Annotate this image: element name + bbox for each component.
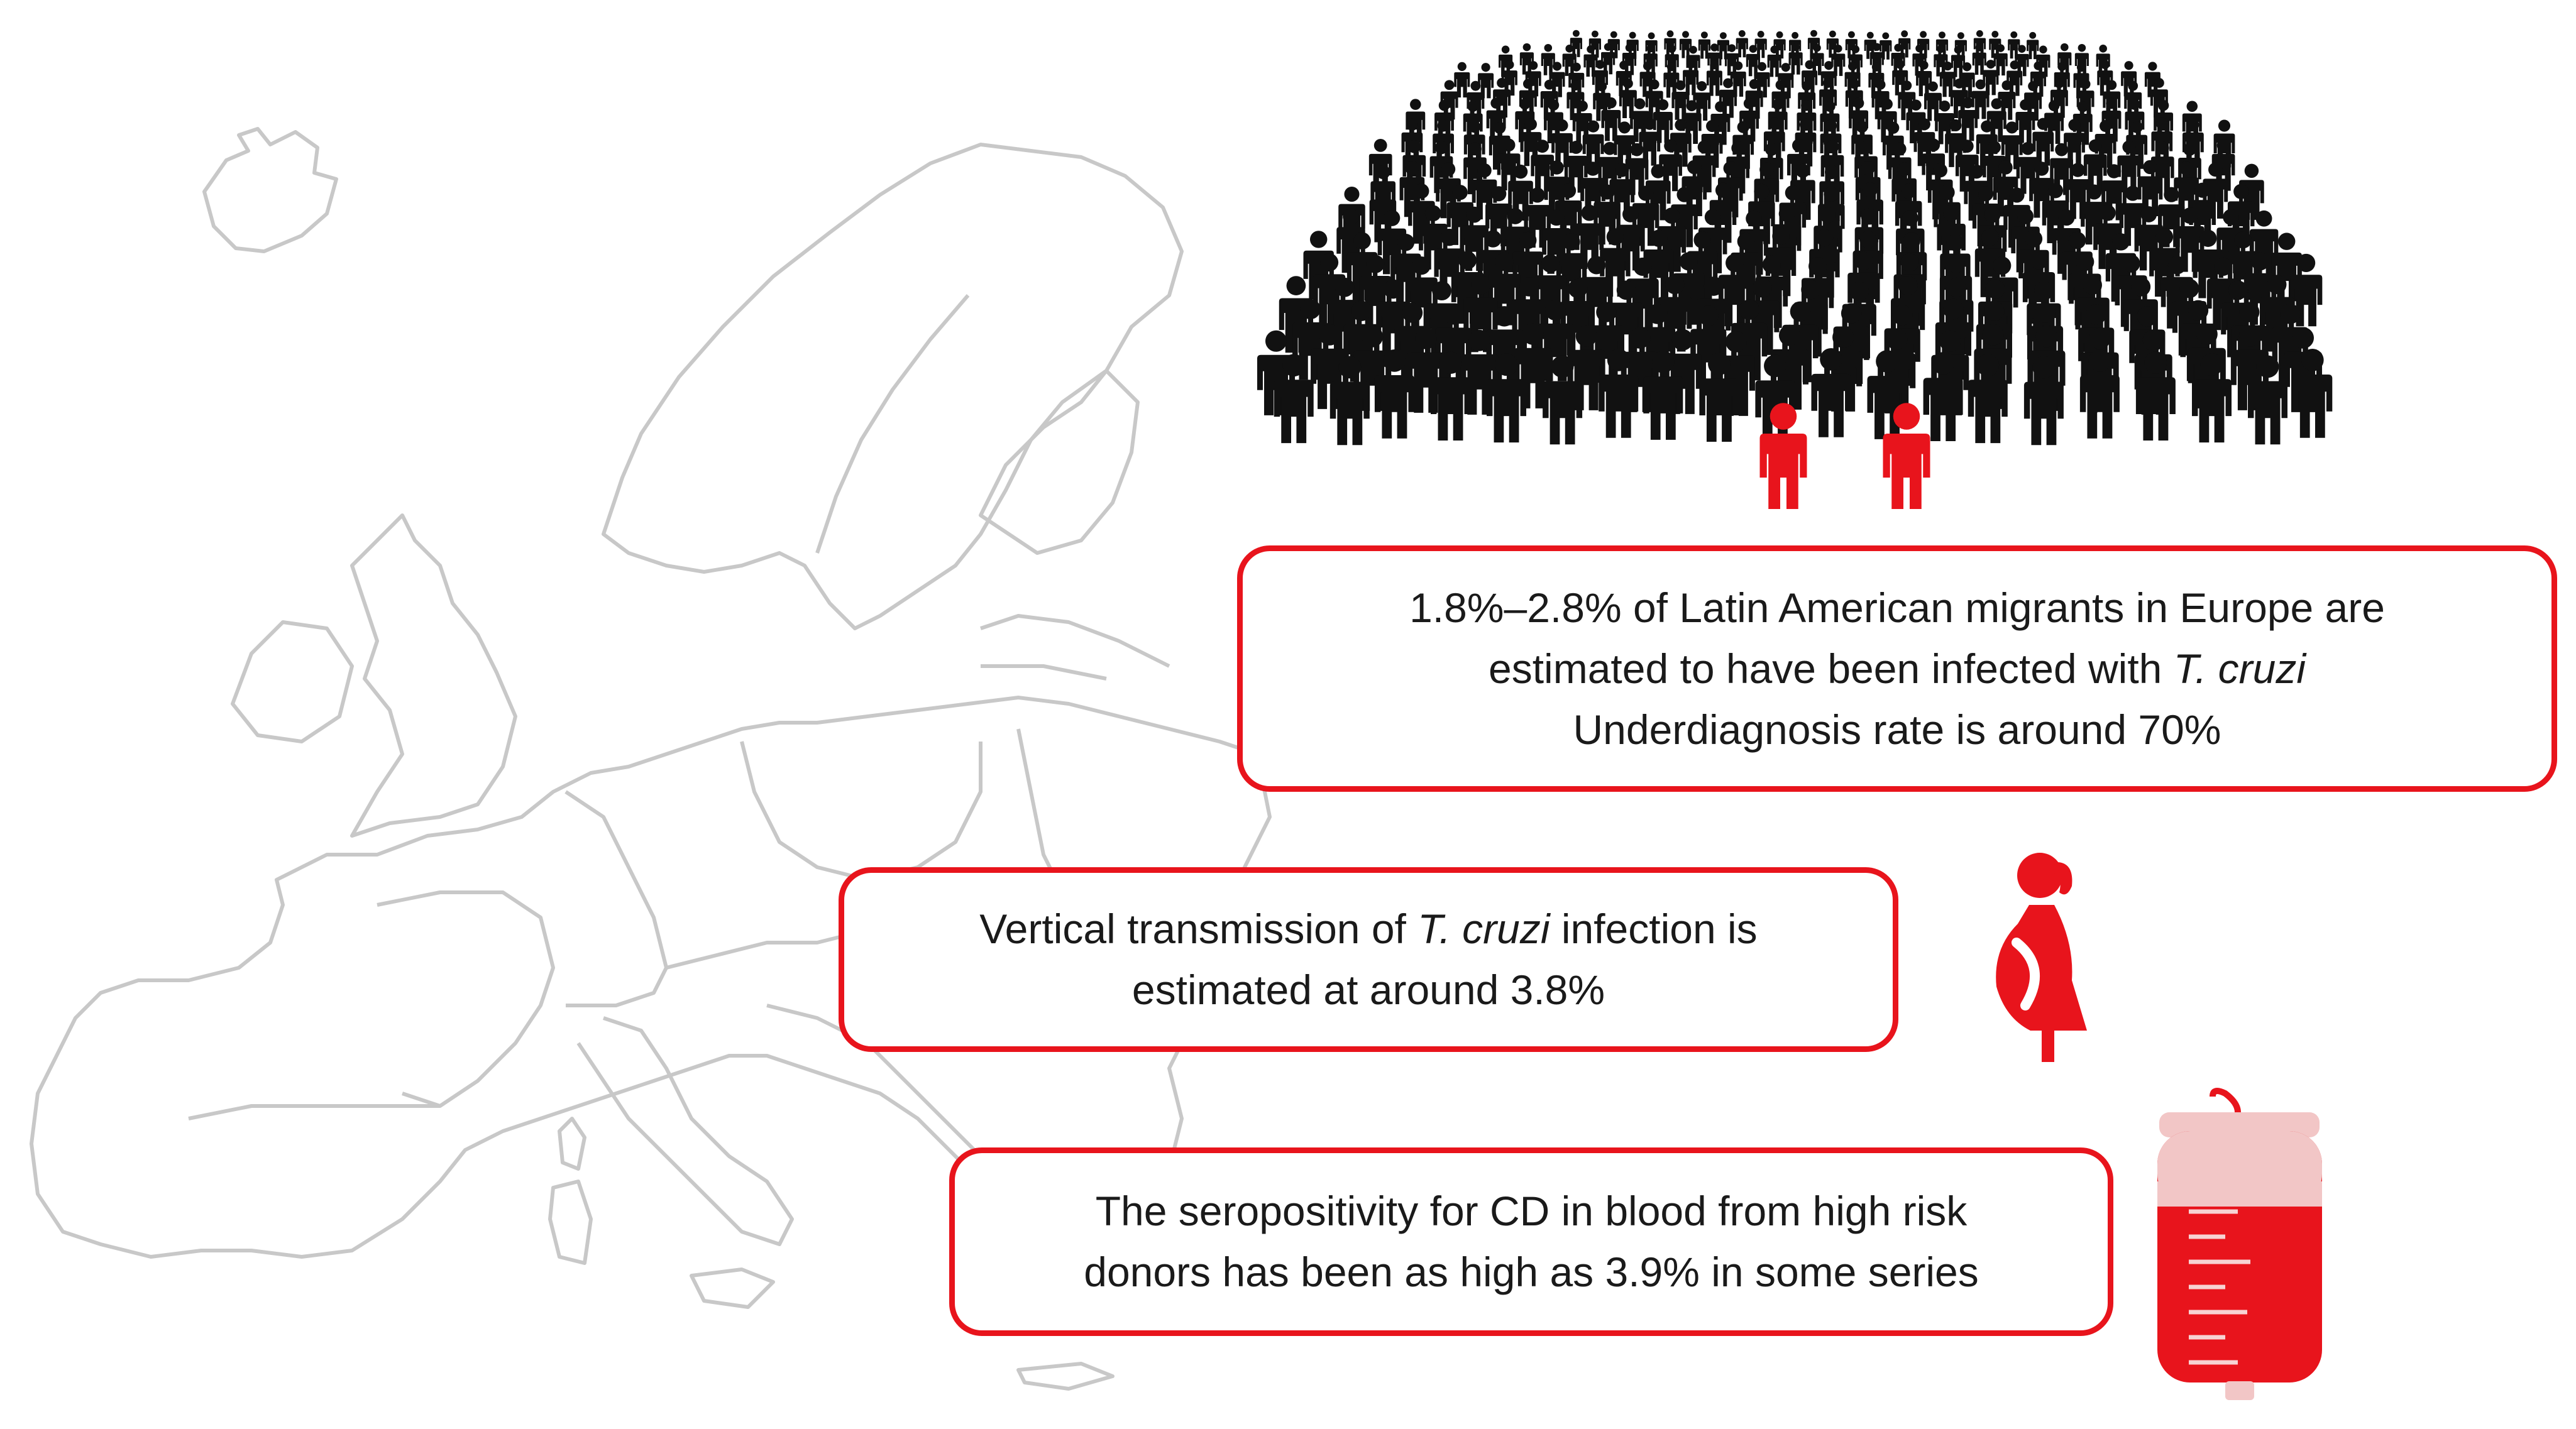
migrants-line-1: 1.8%–2.8% of Latin American migrants in … xyxy=(1409,584,2385,631)
corsica-outline xyxy=(558,1117,586,1171)
border-france xyxy=(377,890,555,1108)
t-cruzi-name: T. cruzi xyxy=(1417,906,1550,952)
great-britain-outline xyxy=(350,513,517,838)
crete-outline xyxy=(1016,1362,1115,1391)
iceland-outline xyxy=(202,127,338,253)
vertical-transmission-callout: Vertical transmission of T. cruzi infect… xyxy=(839,867,1898,1052)
ireland-outline xyxy=(231,620,354,743)
blood-seropositivity-callout: The seropositivity for CD in blood from … xyxy=(949,1147,2113,1336)
border-germany xyxy=(564,790,668,1007)
sardinia-outline xyxy=(548,1180,593,1265)
border-italy xyxy=(576,1016,794,1246)
border-balkans xyxy=(766,1004,983,1158)
migrants-line-2: estimated to have been infected with T. … xyxy=(1489,638,2306,699)
blood-line-1: The seropositivity for CD in blood from … xyxy=(1095,1188,1968,1234)
blood-line-2: donors has been as high as 3.9% in some … xyxy=(1084,1249,1979,1295)
sweden-border xyxy=(815,294,970,554)
underdiagnosis-line: Underdiagnosis rate is around 70% xyxy=(1573,706,2221,753)
vertical-line-2: estimated at around 3.8% xyxy=(1131,966,1605,1013)
border-baltics xyxy=(980,614,1170,681)
vertical-line-1-post: infection is xyxy=(1549,906,1758,952)
vertical-line-1: Vertical transmission of T. cruzi infect… xyxy=(979,899,1757,960)
migrants-line-2-text: estimated to have been infected with xyxy=(1489,645,2162,692)
sicily-outline xyxy=(690,1267,775,1309)
scandinavia-outline xyxy=(602,143,1184,630)
t-cruzi-name: T. cruzi xyxy=(2173,645,2306,692)
border-iberia xyxy=(188,1104,440,1120)
vertical-line-1-pre: Vertical transmission of xyxy=(979,906,1418,952)
finland-outline xyxy=(979,369,1140,555)
migrants-infection-callout: 1.8%–2.8% of Latin American migrants in … xyxy=(1237,545,2557,792)
